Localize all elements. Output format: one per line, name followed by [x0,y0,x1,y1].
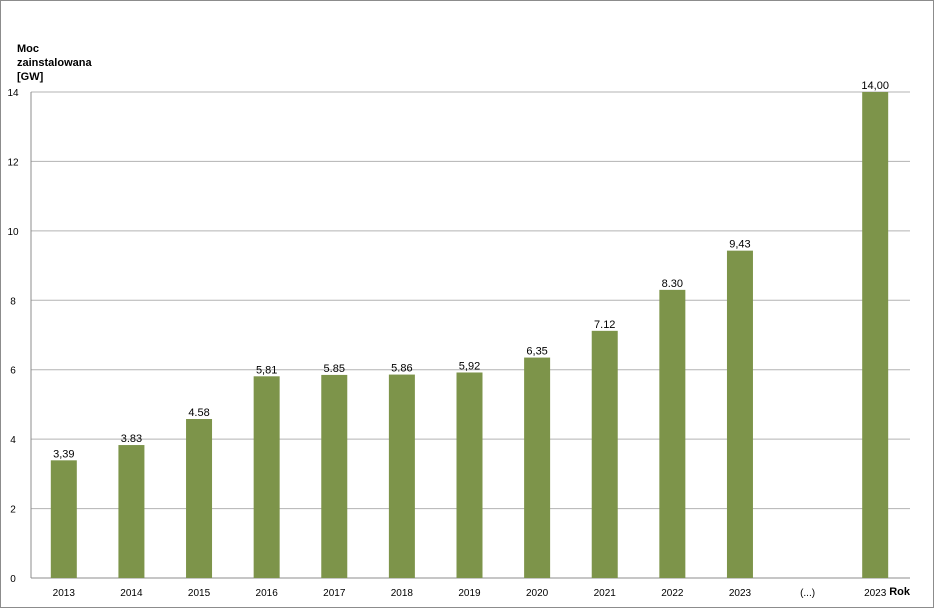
y-tick-label: 4 [10,435,16,446]
bar [118,445,145,578]
bar [253,376,280,578]
data-labels: 3,39 3.83 4.58 5,81 5.85 5.86 5,92 6,35 7.12 8.30… [53,80,889,460]
bar [862,92,889,578]
y-tick-label: 0 [10,574,16,585]
x-tick-label: 2016 [256,588,279,599]
bars [50,92,889,578]
x-tick-label: 2018 [391,588,414,599]
data-label: 7.12 [594,319,615,331]
y-tick-label: 8 [10,296,16,307]
bar [50,460,77,578]
data-label: 14,00 [861,80,889,92]
data-label: 3,39 [53,448,74,460]
y-axis-label-line: zainstalowana [17,57,92,69]
y-tick-label: 10 [7,227,19,238]
data-label: 6,35 [526,346,547,358]
x-tick-label: 2019 [458,588,481,599]
y-axis-label: Moc zainstalowana [GW] [17,43,92,83]
data-label: 3.83 [121,433,142,445]
data-label: 8.30 [662,278,683,290]
x-tick-label: 2017 [323,588,346,599]
y-axis-label-line: Moc [17,43,39,55]
y-tick-label: 12 [7,157,19,168]
x-tick-label: 2013 [53,588,76,599]
bar [726,250,753,578]
data-label: 5.85 [324,363,345,375]
x-axis-label: Rok [889,586,911,598]
bar [524,357,551,578]
y-tick-label: 2 [10,505,16,516]
x-tick-label: 2023 [729,588,752,599]
bar [659,289,686,578]
bar [388,374,415,578]
x-tick-label: 2021 [594,588,617,599]
data-label: 5,81 [256,364,277,376]
y-tick-labels: 0 2 4 6 8 10 12 14 [7,88,19,585]
bar [186,419,213,578]
x-tick-label: 2014 [120,588,143,599]
bar [591,330,618,578]
bar [321,374,348,578]
y-axis-label-line: [GW] [17,71,44,83]
y-tick-label: 14 [7,88,19,99]
data-label: 5.86 [391,363,412,375]
bar [456,372,483,578]
data-label: 5,92 [459,360,480,372]
x-tick-labels: 2013 2014 2015 2016 2017 2018 2019 2020 2021 2022… [53,588,887,599]
x-tick-label: (...) [800,588,815,599]
data-label: 4.58 [188,407,209,419]
x-tick-label: 2022 [661,588,684,599]
x-tick-label: 2015 [188,588,211,599]
y-tick-label: 6 [10,366,16,377]
x-tick-label: 2020 [526,588,549,599]
data-label: 9,43 [729,239,750,251]
x-tick-label: 2023 [864,588,887,599]
